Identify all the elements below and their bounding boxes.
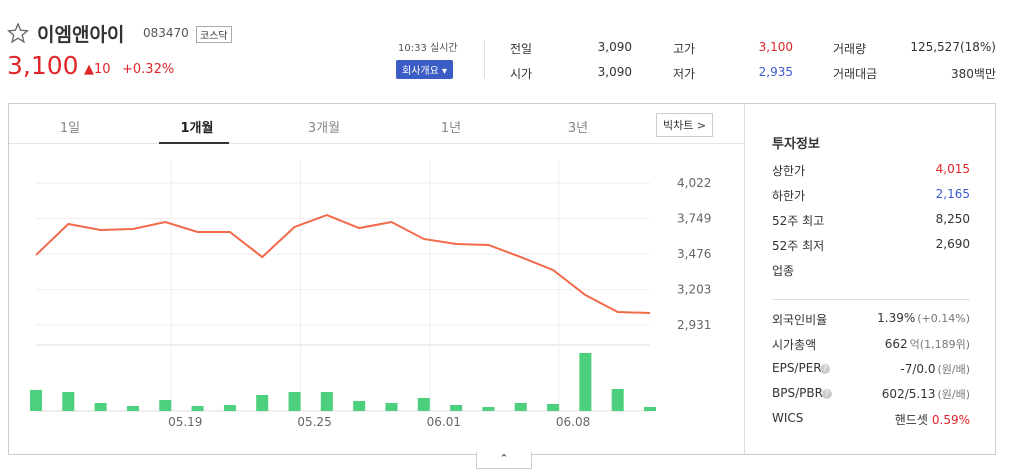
info-label: 외국인비율 [772, 313, 828, 327]
info-value: 2,690 [935, 237, 970, 251]
volume-bar [482, 407, 495, 411]
volume-bar [644, 407, 656, 411]
big-chart-button[interactable]: 빅차트 > [656, 113, 714, 137]
y-tick-label: 4,022 [677, 176, 711, 190]
divider [484, 40, 485, 78]
big-chart-label[interactable]: 빅차트 [663, 119, 694, 132]
change: ▲10 [84, 62, 111, 77]
volume-bar [353, 401, 366, 411]
info-value: 4,015 [935, 162, 970, 176]
price: 3,100 [7, 51, 79, 80]
y-tick-label: 3,476 [677, 247, 711, 261]
panel-divider [744, 104, 745, 454]
info-label: 업종 [772, 264, 795, 278]
value: 662 [884, 337, 908, 351]
price-line [35, 213, 651, 315]
tab-line [9, 143, 744, 144]
volume-bar [579, 353, 592, 411]
volume-bar [62, 392, 75, 411]
info-label: EPS/PER [772, 361, 822, 375]
volume-bar [223, 405, 236, 411]
collapse-button[interactable]: ⌃ [476, 452, 532, 469]
volume-bar [256, 395, 269, 411]
volume-bar [320, 392, 333, 411]
value: 핸드셋 [894, 413, 928, 427]
tab[interactable]: 1년 [440, 121, 462, 136]
info-value: 핸드셋 0.59% [895, 411, 970, 428]
volume-bar [288, 392, 301, 411]
tab-underline [159, 142, 229, 144]
info-title: 투자정보 [772, 137, 820, 152]
change-pct: +0.32% [122, 62, 175, 77]
quote-value: 3,090 [597, 40, 632, 54]
value: 602/5.13 [881, 387, 936, 401]
quote-value: 380백만 [951, 67, 996, 81]
tab[interactable]: 3년 [567, 121, 589, 136]
quote-label: 전일 [510, 42, 533, 56]
volume-bar [417, 398, 430, 411]
quote-label: 저가 [673, 67, 696, 81]
x-tick-label: 05.19 [168, 415, 202, 429]
info-label: 52주 최고 [772, 214, 825, 228]
y-tick-label: 3,749 [677, 212, 711, 226]
help-icon[interactable]: ? [820, 364, 830, 374]
volume-bar [94, 403, 107, 411]
volume-bar [126, 406, 139, 411]
star-icon[interactable] [7, 22, 29, 44]
extra: (원/배) [937, 388, 970, 401]
volume-bar [547, 404, 560, 411]
info-label: BPS/PBR [772, 386, 823, 400]
time: 10:33 실시간 [398, 43, 458, 54]
info-value: 662 억(1,189위) [885, 336, 970, 352]
info-label: 하한가 [772, 189, 806, 203]
info-value: 1.39% (+0.14%) [877, 311, 970, 325]
volume-bar [385, 403, 398, 411]
company-button[interactable]: 회사개요 ▾ [396, 60, 454, 79]
info-value: 2,165 [935, 187, 970, 201]
y-tick-label: 3,203 [677, 283, 711, 297]
volume-bar [159, 400, 172, 411]
company-button-label[interactable]: 회사개요 [402, 66, 439, 77]
tab[interactable]: 3개월 [307, 121, 341, 136]
x-tick-label: 05.25 [297, 415, 331, 429]
tab[interactable]: 1일 [59, 121, 81, 136]
info-label: WICS [772, 411, 804, 425]
volume-bar [450, 405, 463, 411]
quote-label: 거래량 [833, 42, 867, 56]
volume-bar [191, 406, 204, 411]
extra: (+0.14%) [917, 312, 970, 325]
info-value: 602/5.13 (원/배) [882, 386, 970, 402]
info-label: 상한가 [772, 164, 806, 178]
info-value: 8,250 [935, 212, 970, 226]
x-tick-label: 06.01 [427, 415, 461, 429]
info-divider [772, 299, 970, 300]
quote-label: 거래대금 [833, 67, 878, 81]
tab[interactable]: 1개월 [180, 121, 214, 136]
value: 1.39% [877, 311, 916, 325]
quote-value: 3,100 [758, 40, 793, 54]
info-label: 시가총액 [772, 338, 817, 352]
extra: 0.59% [931, 413, 970, 427]
volume-bar [30, 390, 42, 411]
stock-code: 083470 [143, 26, 189, 40]
extra: (원/배) [937, 363, 970, 376]
x-tick-label: 06.08 [556, 415, 590, 429]
quote-label: 고가 [673, 42, 696, 56]
stock-name: 이엠앤아이 [37, 24, 125, 46]
info-value: -7/0.0 (원/배) [900, 361, 970, 377]
help-icon[interactable]: ? [822, 389, 832, 399]
quote-value: 3,090 [597, 65, 632, 79]
quote-label: 시가 [510, 67, 533, 81]
info-label: 52주 최저 [772, 239, 825, 253]
volume-bar [514, 403, 527, 411]
value: -7/0.0 [900, 362, 936, 376]
chart: 4,022 3,749 3,476 3,203 2,931 05.19 05.25 06.01… [30, 160, 711, 429]
extra: 억(1,189위) [909, 338, 970, 351]
y-tick-label: 2,931 [677, 318, 711, 332]
volume-bar [611, 389, 624, 411]
quote-value: 2,935 [758, 65, 793, 79]
quote-value: 125,527(18%) [910, 40, 996, 54]
market-badge: 코스닥 [196, 26, 232, 43]
